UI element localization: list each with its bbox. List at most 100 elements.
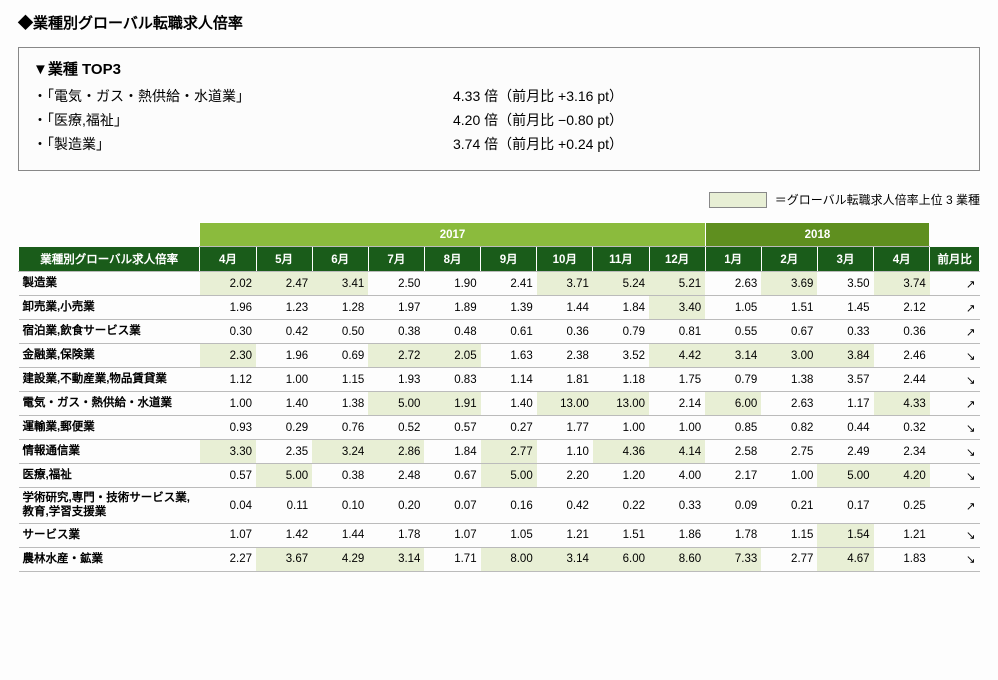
data-cell: 1.07 xyxy=(424,523,480,547)
top3-label: ・「電気・ガス・熱供給・水道業」 xyxy=(33,85,453,109)
row-label: 情報通信業 xyxy=(19,440,200,464)
data-cell: 3.69 xyxy=(761,272,817,296)
trend-cell: ↘ xyxy=(930,523,980,547)
data-cell: 2.47 xyxy=(256,272,312,296)
data-cell: 1.14 xyxy=(481,368,537,392)
data-cell: 0.79 xyxy=(705,368,761,392)
trend-header: 前月比 xyxy=(930,247,980,272)
month-header: 10月 xyxy=(537,247,593,272)
top3-value: 4.33 倍（前月比 +3.16 pt） xyxy=(453,85,965,109)
data-cell: 2.17 xyxy=(705,464,761,488)
data-cell: 1.18 xyxy=(593,368,649,392)
data-cell: 2.38 xyxy=(537,344,593,368)
table-row: 農林水産・鉱業2.273.674.293.141.718.003.146.008… xyxy=(19,547,980,571)
top3-value: 4.20 倍（前月比 −0.80 pt） xyxy=(453,109,965,133)
month-header: 8月 xyxy=(424,247,480,272)
page-title: ◆業種別グローバル転職求人倍率 xyxy=(18,12,980,33)
data-cell: 1.39 xyxy=(481,296,537,320)
data-cell: 1.71 xyxy=(424,547,480,571)
data-cell: 1.12 xyxy=(200,368,256,392)
data-cell: 2.41 xyxy=(481,272,537,296)
data-cell: 0.16 xyxy=(481,488,537,523)
table-row: 建設業,不動産業,物品賃貸業1.121.001.151.930.831.141.… xyxy=(19,368,980,392)
data-cell: 1.23 xyxy=(256,296,312,320)
data-cell: 3.57 xyxy=(817,368,873,392)
month-header: 4月 xyxy=(874,247,930,272)
trend-cell: ↘ xyxy=(930,464,980,488)
year-2018-header: 2018 xyxy=(705,223,930,247)
data-cell: 2.30 xyxy=(200,344,256,368)
month-header: 6月 xyxy=(312,247,368,272)
data-cell: 4.42 xyxy=(649,344,705,368)
trend-cell: ↗ xyxy=(930,296,980,320)
row-label: 建設業,不動産業,物品賃貸業 xyxy=(19,368,200,392)
data-cell: 0.61 xyxy=(481,320,537,344)
data-cell: 2.27 xyxy=(200,547,256,571)
data-cell: 0.57 xyxy=(424,416,480,440)
row-label: 金融業,保険業 xyxy=(19,344,200,368)
data-cell: 3.14 xyxy=(368,547,424,571)
data-cell: 3.14 xyxy=(705,344,761,368)
data-cell: 1.00 xyxy=(593,416,649,440)
data-cell: 0.25 xyxy=(874,488,930,523)
data-cell: 0.32 xyxy=(874,416,930,440)
data-cell: 1.90 xyxy=(424,272,480,296)
data-cell: 0.50 xyxy=(312,320,368,344)
data-cell: 3.84 xyxy=(817,344,873,368)
data-cell: 1.21 xyxy=(537,523,593,547)
data-cell: 0.48 xyxy=(424,320,480,344)
data-cell: 1.83 xyxy=(874,547,930,571)
data-cell: 1.84 xyxy=(424,440,480,464)
table-row: サービス業1.071.421.441.781.071.051.211.511.8… xyxy=(19,523,980,547)
data-cell: 2.20 xyxy=(537,464,593,488)
data-cell: 2.63 xyxy=(761,392,817,416)
table-row: 製造業2.022.473.412.501.902.413.715.245.212… xyxy=(19,272,980,296)
data-cell: 2.05 xyxy=(424,344,480,368)
trend-cell: ↘ xyxy=(930,368,980,392)
data-cell: 2.48 xyxy=(368,464,424,488)
data-cell: 1.77 xyxy=(537,416,593,440)
month-header: 1月 xyxy=(705,247,761,272)
row-label: 運輸業,郵便業 xyxy=(19,416,200,440)
top3-value: 3.74 倍（前月比 +0.24 pt） xyxy=(453,133,965,157)
data-cell: 0.93 xyxy=(200,416,256,440)
data-cell: 1.51 xyxy=(761,296,817,320)
blank-cell xyxy=(19,223,200,247)
data-cell: 1.15 xyxy=(312,368,368,392)
data-cell: 2.77 xyxy=(761,547,817,571)
data-cell: 1.89 xyxy=(424,296,480,320)
data-cell: 1.84 xyxy=(593,296,649,320)
data-table: 2017 2018 業種別グローバル求人倍率 4月5月6月7月8月9月10月11… xyxy=(18,222,980,571)
month-header: 3月 xyxy=(817,247,873,272)
year-2017-header: 2017 xyxy=(200,223,705,247)
top3-row: ・「電気・ガス・熱供給・水道業」4.33 倍（前月比 +3.16 pt） xyxy=(33,85,965,109)
data-cell: 2.44 xyxy=(874,368,930,392)
data-cell: 3.14 xyxy=(537,547,593,571)
data-cell: 5.21 xyxy=(649,272,705,296)
data-cell: 1.38 xyxy=(761,368,817,392)
table-row: 運輸業,郵便業0.930.290.760.520.570.271.771.001… xyxy=(19,416,980,440)
data-cell: 3.74 xyxy=(874,272,930,296)
data-cell: 1.54 xyxy=(817,523,873,547)
row-label: 農林水産・鉱業 xyxy=(19,547,200,571)
data-cell: 1.10 xyxy=(537,440,593,464)
top3-row: ・「医療,福祉」4.20 倍（前月比 −0.80 pt） xyxy=(33,109,965,133)
data-cell: 2.58 xyxy=(705,440,761,464)
data-cell: 1.15 xyxy=(761,523,817,547)
table-row: 学術研究,専門・技術サービス業,教育,学習支援業0.040.110.100.20… xyxy=(19,488,980,523)
data-cell: 3.50 xyxy=(817,272,873,296)
data-cell: 1.78 xyxy=(705,523,761,547)
data-cell: 2.77 xyxy=(481,440,537,464)
row-label: 医療,福祉 xyxy=(19,464,200,488)
data-cell: 0.42 xyxy=(256,320,312,344)
table-row: 金融業,保険業2.301.960.692.722.051.632.383.524… xyxy=(19,344,980,368)
data-cell: 1.75 xyxy=(649,368,705,392)
table-row: 情報通信業3.302.353.242.861.842.771.104.364.1… xyxy=(19,440,980,464)
data-cell: 1.86 xyxy=(649,523,705,547)
trend-cell: ↗ xyxy=(930,272,980,296)
legend-text: ＝グローバル転職求人倍率上位 3 業種 xyxy=(775,191,980,208)
data-cell: 5.24 xyxy=(593,272,649,296)
table-row: 医療,福祉0.575.000.382.480.675.002.201.204.0… xyxy=(19,464,980,488)
data-cell: 0.36 xyxy=(537,320,593,344)
data-cell: 1.42 xyxy=(256,523,312,547)
